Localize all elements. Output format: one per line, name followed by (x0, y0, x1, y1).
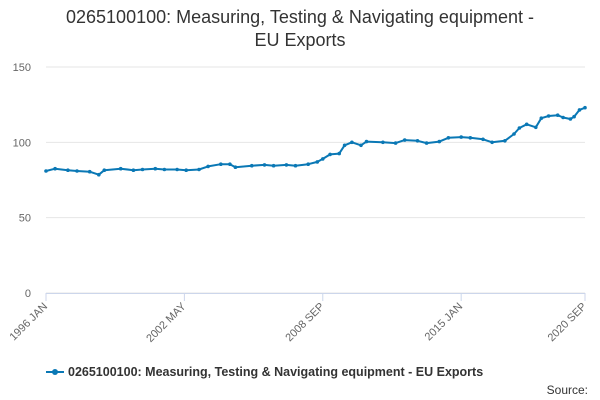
legend-series-marker (46, 366, 64, 378)
legend[interactable]: 0265100100: Measuring, Testing & Navigat… (46, 365, 483, 379)
data-point[interactable] (350, 140, 354, 145)
series-line[interactable] (44, 105, 587, 177)
data-point[interactable] (284, 163, 289, 167)
data-point[interactable] (175, 167, 179, 172)
data-point[interactable] (153, 166, 158, 171)
chart-title: 0265100100: Measuring, Testing & Navigat… (0, 6, 600, 52)
data-point[interactable] (219, 162, 223, 166)
data-point[interactable] (424, 141, 429, 145)
chart-title-line: 0265100100: Measuring, Testing & Navigat… (66, 7, 534, 27)
data-point[interactable] (87, 169, 92, 174)
data-point[interactable] (321, 157, 325, 161)
y-tick-label: 0 (25, 288, 31, 300)
data-point[interactable] (206, 164, 210, 169)
data-point[interactable] (271, 163, 276, 168)
data-point[interactable] (568, 117, 573, 121)
data-point[interactable] (250, 163, 254, 168)
data-point[interactable] (315, 160, 320, 164)
data-point[interactable] (342, 143, 347, 148)
data-point[interactable] (162, 167, 167, 172)
data-point[interactable] (583, 105, 587, 110)
data-point[interactable] (446, 136, 451, 140)
legend-series-label: 0265100100: Measuring, Testing & Navigat… (68, 365, 484, 379)
y-tick-label: 100 (13, 137, 31, 149)
data-point[interactable] (512, 132, 516, 136)
data-point[interactable] (555, 113, 560, 117)
data-point[interactable] (534, 125, 538, 130)
data-point[interactable] (97, 172, 101, 177)
data-point[interactable] (364, 139, 369, 144)
data-point[interactable] (481, 137, 485, 142)
data-point[interactable] (539, 116, 544, 120)
data-point[interactable] (524, 122, 529, 127)
data-point[interactable] (262, 163, 267, 167)
data-point[interactable] (53, 166, 57, 171)
data-point[interactable] (517, 126, 522, 130)
data-point[interactable] (381, 140, 385, 145)
data-point[interactable] (393, 141, 398, 145)
data-point[interactable] (468, 136, 473, 140)
chart-title-line: EU Exports (254, 30, 346, 50)
data-point[interactable] (359, 143, 363, 148)
x-axis-ticks: 1996 JAN 2002 MAY 2008 SEP 2015 JAN 2020 SEP (7, 293, 589, 345)
x-tick-label: 2020 SEP (546, 301, 590, 345)
data-point[interactable] (197, 167, 201, 172)
data-point[interactable] (337, 151, 342, 156)
data-point[interactable] (306, 162, 311, 166)
data-point[interactable] (503, 139, 507, 143)
data-point[interactable] (577, 108, 582, 112)
y-axis-ticks: 0 50 100 150 (13, 62, 31, 300)
data-point[interactable] (102, 168, 107, 172)
data-point[interactable] (561, 115, 565, 120)
data-point[interactable] (328, 152, 332, 157)
data-point[interactable] (572, 114, 576, 119)
data-point[interactable] (118, 166, 123, 171)
data-point[interactable] (44, 169, 48, 173)
y-tick-label: 50 (19, 213, 31, 225)
data-point[interactable] (233, 165, 238, 169)
grid-lines (46, 66, 585, 294)
data-point[interactable] (75, 169, 79, 173)
data-point[interactable] (490, 140, 494, 145)
x-tick-label: 2008 SEP (283, 301, 327, 345)
data-point[interactable] (228, 162, 232, 166)
data-point[interactable] (140, 167, 145, 172)
x-tick-label: 1996 JAN (7, 301, 50, 344)
data-point[interactable] (293, 163, 298, 168)
data-point[interactable] (546, 114, 551, 118)
x-tick-label: 2015 JAN (423, 301, 466, 344)
data-point[interactable] (459, 135, 464, 139)
data-point[interactable] (184, 168, 188, 172)
x-tick-label: 2002 MAY (144, 300, 189, 345)
data-point[interactable] (415, 139, 420, 143)
data-point[interactable] (402, 138, 407, 142)
data-point[interactable] (437, 139, 442, 144)
source-label: Source: (546, 383, 588, 397)
y-tick-label: 150 (13, 62, 31, 74)
data-point[interactable] (66, 168, 70, 172)
data-point[interactable] (131, 168, 136, 172)
